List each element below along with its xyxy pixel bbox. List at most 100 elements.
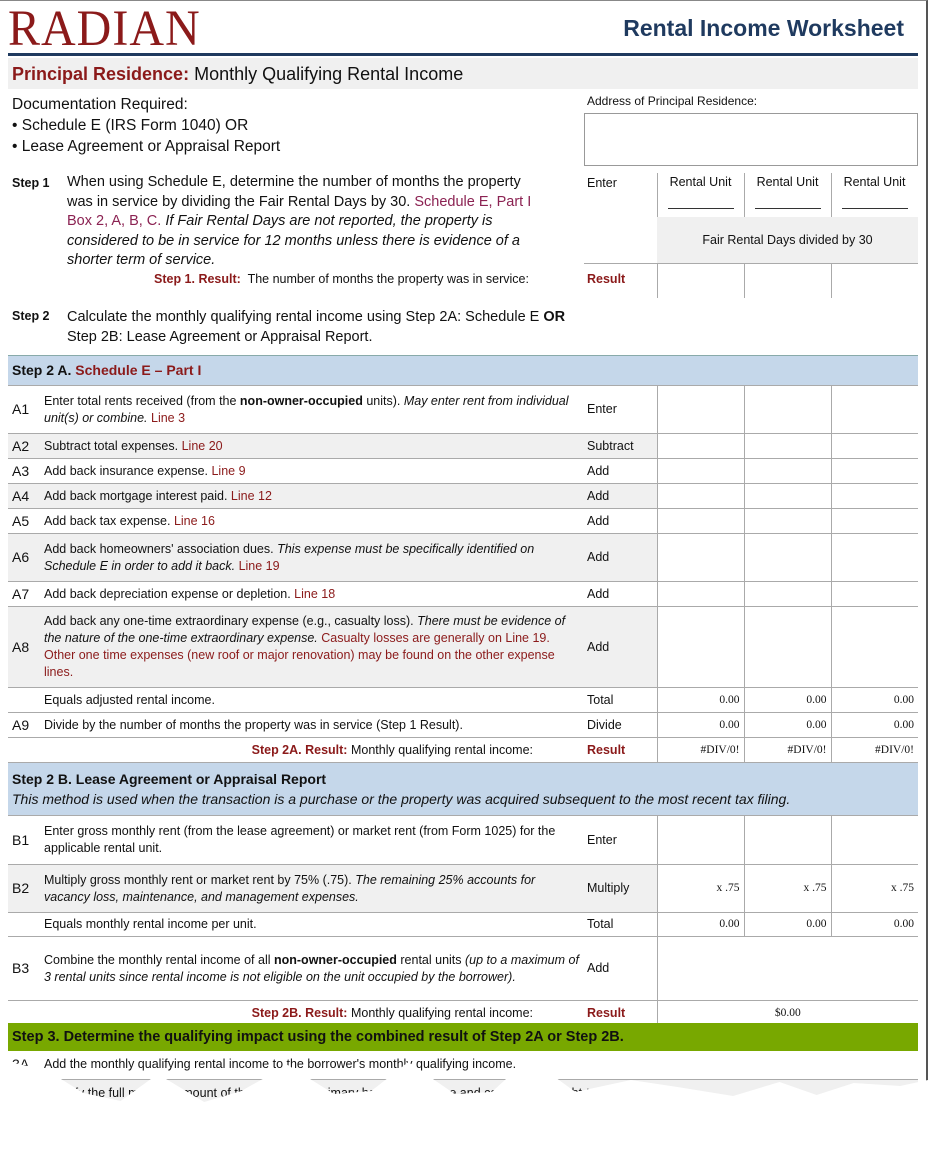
row-description: Equals monthly rental income per unit. bbox=[40, 912, 583, 937]
table-row: B2 Multiply gross monthly rent or market … bbox=[8, 864, 918, 913]
amount-cell[interactable] bbox=[830, 385, 918, 434]
row-label: 3A bbox=[8, 1051, 40, 1080]
amount-cell[interactable] bbox=[743, 606, 831, 688]
amount-cell[interactable]: 0.00 bbox=[743, 912, 831, 937]
unit-input[interactable] bbox=[841, 208, 908, 209]
row-label: A2 bbox=[8, 433, 40, 459]
radian-logo: RADIAN bbox=[8, 0, 201, 57]
amount-cell[interactable] bbox=[830, 533, 918, 582]
result-text: Monthly qualifying rental income: bbox=[347, 1005, 533, 1020]
divider bbox=[8, 53, 918, 56]
amount-cell[interactable] bbox=[656, 533, 744, 582]
page-title: Rental Income Worksheet bbox=[623, 15, 904, 41]
table-row: A9 Divide by the number of months the pro… bbox=[8, 712, 918, 738]
result-value: #DIV/0! bbox=[743, 737, 831, 763]
row-label: A9 bbox=[8, 712, 40, 738]
amount-cell[interactable] bbox=[743, 385, 831, 434]
result-text: Monthly qualifying rental income: bbox=[347, 742, 533, 757]
doc-item: • Lease Agreement or Appraisal Report bbox=[12, 138, 281, 155]
step2-text: Calculate the monthly qualifying rental … bbox=[67, 309, 566, 345]
documentation-required: Documentation Required: • Schedule E (IR… bbox=[12, 96, 281, 155]
step2b-table: Step 2 B. Lease Agreement or Appraisal R… bbox=[8, 763, 918, 1026]
row-description: Enter total rents received (from the non… bbox=[40, 385, 583, 434]
step3-table: 3A Add the monthly qualifying rental inco… bbox=[8, 1051, 918, 1102]
amount-cell[interactable]: 0.00 bbox=[743, 712, 831, 738]
row-action: Enter bbox=[583, 385, 657, 434]
table-row: A1 Enter total rents received (from the n… bbox=[8, 385, 918, 434]
amount-cell[interactable] bbox=[743, 581, 831, 607]
amount-cell[interactable] bbox=[656, 815, 744, 865]
amount-cell[interactable] bbox=[830, 433, 918, 459]
row-action: Add bbox=[583, 581, 657, 607]
description-text: This expense must be specifically identi… bbox=[44, 541, 535, 573]
description-text: Line 9 bbox=[211, 463, 246, 478]
table-row: Equals adjusted rental income. Total 0.00 0… bbox=[8, 687, 918, 713]
rental-unit-header: Rental Unit bbox=[834, 175, 915, 209]
result-row: Step 2A. Result: Monthly qualifying rent… bbox=[8, 737, 918, 763]
table-row: A3 Add back insurance expense. Line 9 Add bbox=[8, 458, 918, 484]
fair-rental-note: Fair Rental Days divided by 30 bbox=[657, 217, 918, 263]
row-action: Divide bbox=[583, 712, 657, 738]
row-action: Add bbox=[583, 533, 657, 582]
amount-cell[interactable]: x .75 bbox=[656, 864, 744, 913]
amount-cell[interactable]: 0.00 bbox=[743, 687, 831, 713]
row-action: Enter bbox=[583, 815, 657, 865]
row-label: A5 bbox=[8, 508, 40, 534]
amount-cell[interactable] bbox=[830, 508, 918, 534]
amount-cell[interactable] bbox=[743, 433, 831, 459]
result-value: #DIV/0! bbox=[656, 737, 744, 763]
description-text: non-owner-occupied bbox=[273, 952, 397, 967]
amount-cell[interactable] bbox=[656, 936, 918, 1001]
section-header: Principal Residence: Monthly Qualifying … bbox=[8, 58, 918, 89]
result-label: Step 2A. Result: bbox=[251, 742, 348, 757]
result-value: #DIV/0! bbox=[830, 737, 918, 763]
step3-header: Step 3. Determine the qualifying impact … bbox=[8, 1023, 918, 1051]
amount-cell[interactable] bbox=[743, 508, 831, 534]
amount-cell[interactable]: 0.00 bbox=[830, 687, 918, 713]
worksheet-page: RADIAN Rental Income Worksheet Principal… bbox=[0, 0, 928, 1102]
amount-cell[interactable]: 0.00 bbox=[830, 712, 918, 738]
row-description: Divide by the number of months the prope… bbox=[40, 712, 583, 738]
table-row: A7 Add back depreciation expense or deple… bbox=[8, 581, 918, 607]
amount-cell[interactable] bbox=[656, 385, 744, 434]
amount-cell[interactable]: 0.00 bbox=[830, 912, 918, 937]
amount-cell[interactable] bbox=[830, 483, 918, 509]
row-description: Combine the monthly rental income of all… bbox=[40, 936, 583, 1001]
amount-cell[interactable]: 0.00 bbox=[656, 687, 744, 713]
amount-cell[interactable]: 0.00 bbox=[656, 712, 744, 738]
amount-cell[interactable] bbox=[656, 458, 744, 484]
unit-input[interactable] bbox=[667, 208, 734, 209]
amount-cell[interactable] bbox=[743, 815, 831, 865]
address-input[interactable] bbox=[584, 113, 918, 166]
row-label bbox=[8, 912, 40, 937]
amount-cell[interactable] bbox=[656, 508, 744, 534]
row-action: Add bbox=[583, 606, 657, 688]
row-label: 3B bbox=[8, 1079, 40, 1102]
row-action: Multiply bbox=[583, 864, 657, 913]
amount-cell[interactable] bbox=[743, 483, 831, 509]
section-header: Step 2 A. Schedule E – Part I bbox=[8, 355, 918, 386]
table-row: Equals monthly rental income per unit. To… bbox=[8, 912, 918, 937]
amount-cell[interactable]: 0.00 bbox=[656, 912, 744, 937]
amount-cell[interactable]: x .75 bbox=[743, 864, 831, 913]
description-text: Enter gross monthly rent (from the lease… bbox=[44, 824, 556, 855]
description-text: Subtract total expenses. bbox=[44, 438, 182, 453]
amount-cell[interactable] bbox=[743, 533, 831, 582]
row-label: B2 bbox=[8, 864, 40, 913]
amount-cell[interactable] bbox=[656, 606, 744, 688]
row-label: B3 bbox=[8, 936, 40, 1001]
amount-cell[interactable] bbox=[656, 483, 744, 509]
amount-cell[interactable] bbox=[830, 815, 918, 865]
table-row: B3 Combine the monthly rental income of a… bbox=[8, 936, 918, 1001]
amount-cell[interactable] bbox=[656, 433, 744, 459]
description-text: rental units bbox=[396, 952, 465, 967]
row-label: B1 bbox=[8, 815, 40, 865]
step2a-table: Step 2 A. Schedule E – Part I A1 Enter tot… bbox=[8, 355, 918, 763]
amount-cell[interactable]: x .75 bbox=[830, 864, 918, 913]
amount-cell[interactable] bbox=[830, 581, 918, 607]
amount-cell[interactable] bbox=[656, 581, 744, 607]
amount-cell[interactable] bbox=[743, 458, 831, 484]
amount-cell[interactable] bbox=[830, 606, 918, 688]
amount-cell[interactable] bbox=[830, 458, 918, 484]
unit-input[interactable] bbox=[754, 208, 821, 209]
